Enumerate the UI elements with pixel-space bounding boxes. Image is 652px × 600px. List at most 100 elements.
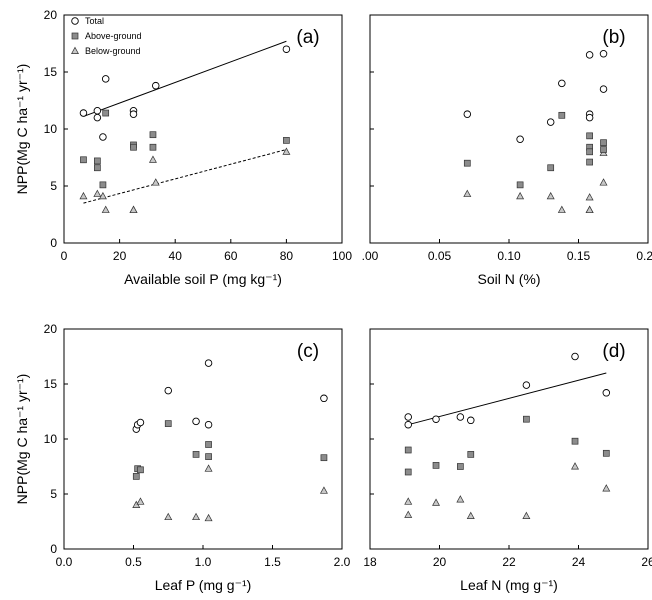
data-point-triangle (319, 486, 328, 494)
x-tick-label: 0.0 (56, 555, 73, 569)
x-tick-label: 22 (502, 555, 516, 569)
data-point-triangle (151, 178, 160, 186)
data-point-triangle (192, 512, 201, 521)
data-point-square (130, 143, 137, 151)
x-tick-label: 0.15 (567, 249, 591, 263)
data-point-square (80, 156, 87, 164)
x-axis-label: Available soil P (mg kg⁻¹) (124, 271, 282, 287)
data-point-triangle (404, 510, 413, 518)
data-point-triangle (585, 193, 594, 201)
y-tick-label: 10 (44, 432, 58, 446)
data-point-square (149, 143, 157, 151)
y-axis-label: NPP(Mg C ha⁻¹ yr⁻¹) (14, 374, 30, 505)
x-axis-label: Leaf N (mg g⁻¹) (460, 577, 558, 593)
data-point-circle (79, 109, 88, 117)
data-point-circle (463, 110, 472, 118)
data-point-square (602, 449, 610, 457)
trendline-solid (408, 372, 607, 426)
data-point-square (600, 139, 607, 147)
y-tick-label: 20 (44, 322, 58, 336)
data-point-triangle (602, 484, 611, 492)
data-point-triangle (93, 189, 102, 197)
legend-marker-square (71, 32, 79, 40)
data-point-circle (204, 359, 213, 367)
y-tick-label: 5 (50, 179, 57, 193)
data-point-triangle (204, 464, 213, 472)
panel-label: (c) (297, 341, 319, 362)
data-point-circle (599, 50, 608, 58)
data-point-circle (129, 110, 138, 118)
data-point-circle (558, 79, 566, 88)
y-tick-label: 0 (50, 236, 57, 250)
data-point-circle (93, 107, 102, 115)
data-point-circle (522, 381, 531, 389)
data-point-triangle (456, 495, 465, 503)
data-point-triangle (585, 205, 594, 213)
legend-marker-triangle (71, 46, 79, 54)
x-tick-label: 2.0 (334, 555, 351, 569)
data-point-square (547, 164, 555, 172)
trendline-dashed (83, 149, 287, 204)
data-point-square (283, 137, 290, 144)
panel-label: (a) (296, 27, 319, 48)
data-point-circle (599, 85, 608, 93)
panel-a: 0 20 40 60 80 100 0 5 10 15 20 Available soil P (mg… (14, 8, 352, 287)
data-point-circle (571, 352, 579, 361)
data-point-square (404, 446, 412, 454)
data-point-triangle (432, 498, 441, 506)
x-tick-label: 60 (224, 249, 238, 263)
data-point-square (516, 181, 524, 189)
data-point-triangle (101, 205, 110, 213)
data-point-square (137, 466, 144, 474)
data-point-square (164, 420, 172, 427)
data-point-square (192, 451, 200, 458)
x-tick-label: 0 (61, 249, 68, 263)
x-tick-label: .00 (362, 249, 379, 263)
data-point-square (523, 415, 530, 423)
data-point-square (586, 158, 593, 166)
data-point-circle (192, 417, 200, 426)
data-point-circle (404, 413, 412, 421)
data-point-triangle (599, 178, 608, 186)
x-tick-label: 20 (113, 249, 127, 263)
data-point-square (586, 148, 593, 156)
x-axis-label: Leaf P (mg g⁻¹) (155, 577, 252, 593)
panel-c: 0.0 0.5 1.0 1.5 2.0 0 5 10 15 20 Leaf P (mg g⁻¹) NP… (14, 322, 351, 593)
data-point-circle (467, 416, 475, 425)
y-tick-label: 0 (50, 542, 57, 556)
y-tick-label: 15 (44, 377, 58, 391)
plot-frame (369, 328, 649, 550)
legend-marker-circle (71, 17, 79, 25)
x-tick-label: 40 (169, 249, 183, 263)
data-point-triangle (164, 512, 173, 521)
data-point-circle (151, 81, 160, 90)
data-point-square (463, 159, 471, 167)
data-point-square (205, 453, 212, 460)
data-point-square (102, 109, 110, 117)
plot-frame (63, 328, 343, 550)
y-tick-label: 15 (44, 65, 58, 79)
data-point-circle (320, 394, 328, 403)
x-tick-label: 0.20 (636, 249, 652, 263)
data-point-square (404, 468, 412, 476)
panel-b: .00 0.05 0.10 0.15 0.20 Soil N (%) (b) (362, 14, 652, 287)
data-point-square (457, 463, 464, 470)
data-point-triangle (148, 155, 157, 163)
data-point-square (558, 111, 566, 119)
panel-label: (d) (602, 341, 625, 362)
x-tick-label: 100 (332, 249, 352, 263)
x-tick-label: 26 (641, 555, 652, 569)
x-tick-label: 1.0 (195, 555, 212, 569)
data-point-circle (585, 51, 594, 59)
data-point-square (586, 132, 593, 140)
data-point-square (432, 462, 440, 469)
data-point-circle (516, 135, 524, 144)
data-point-triangle (404, 497, 413, 505)
legend-label: Below-ground (85, 46, 141, 56)
data-point-circle (546, 118, 555, 126)
data-point-square (99, 181, 107, 189)
y-tick-label: 10 (44, 122, 58, 136)
data-point-circle (101, 75, 110, 83)
y-axis-label: NPP(Mg C ha⁻¹ yr⁻¹) (14, 64, 30, 195)
